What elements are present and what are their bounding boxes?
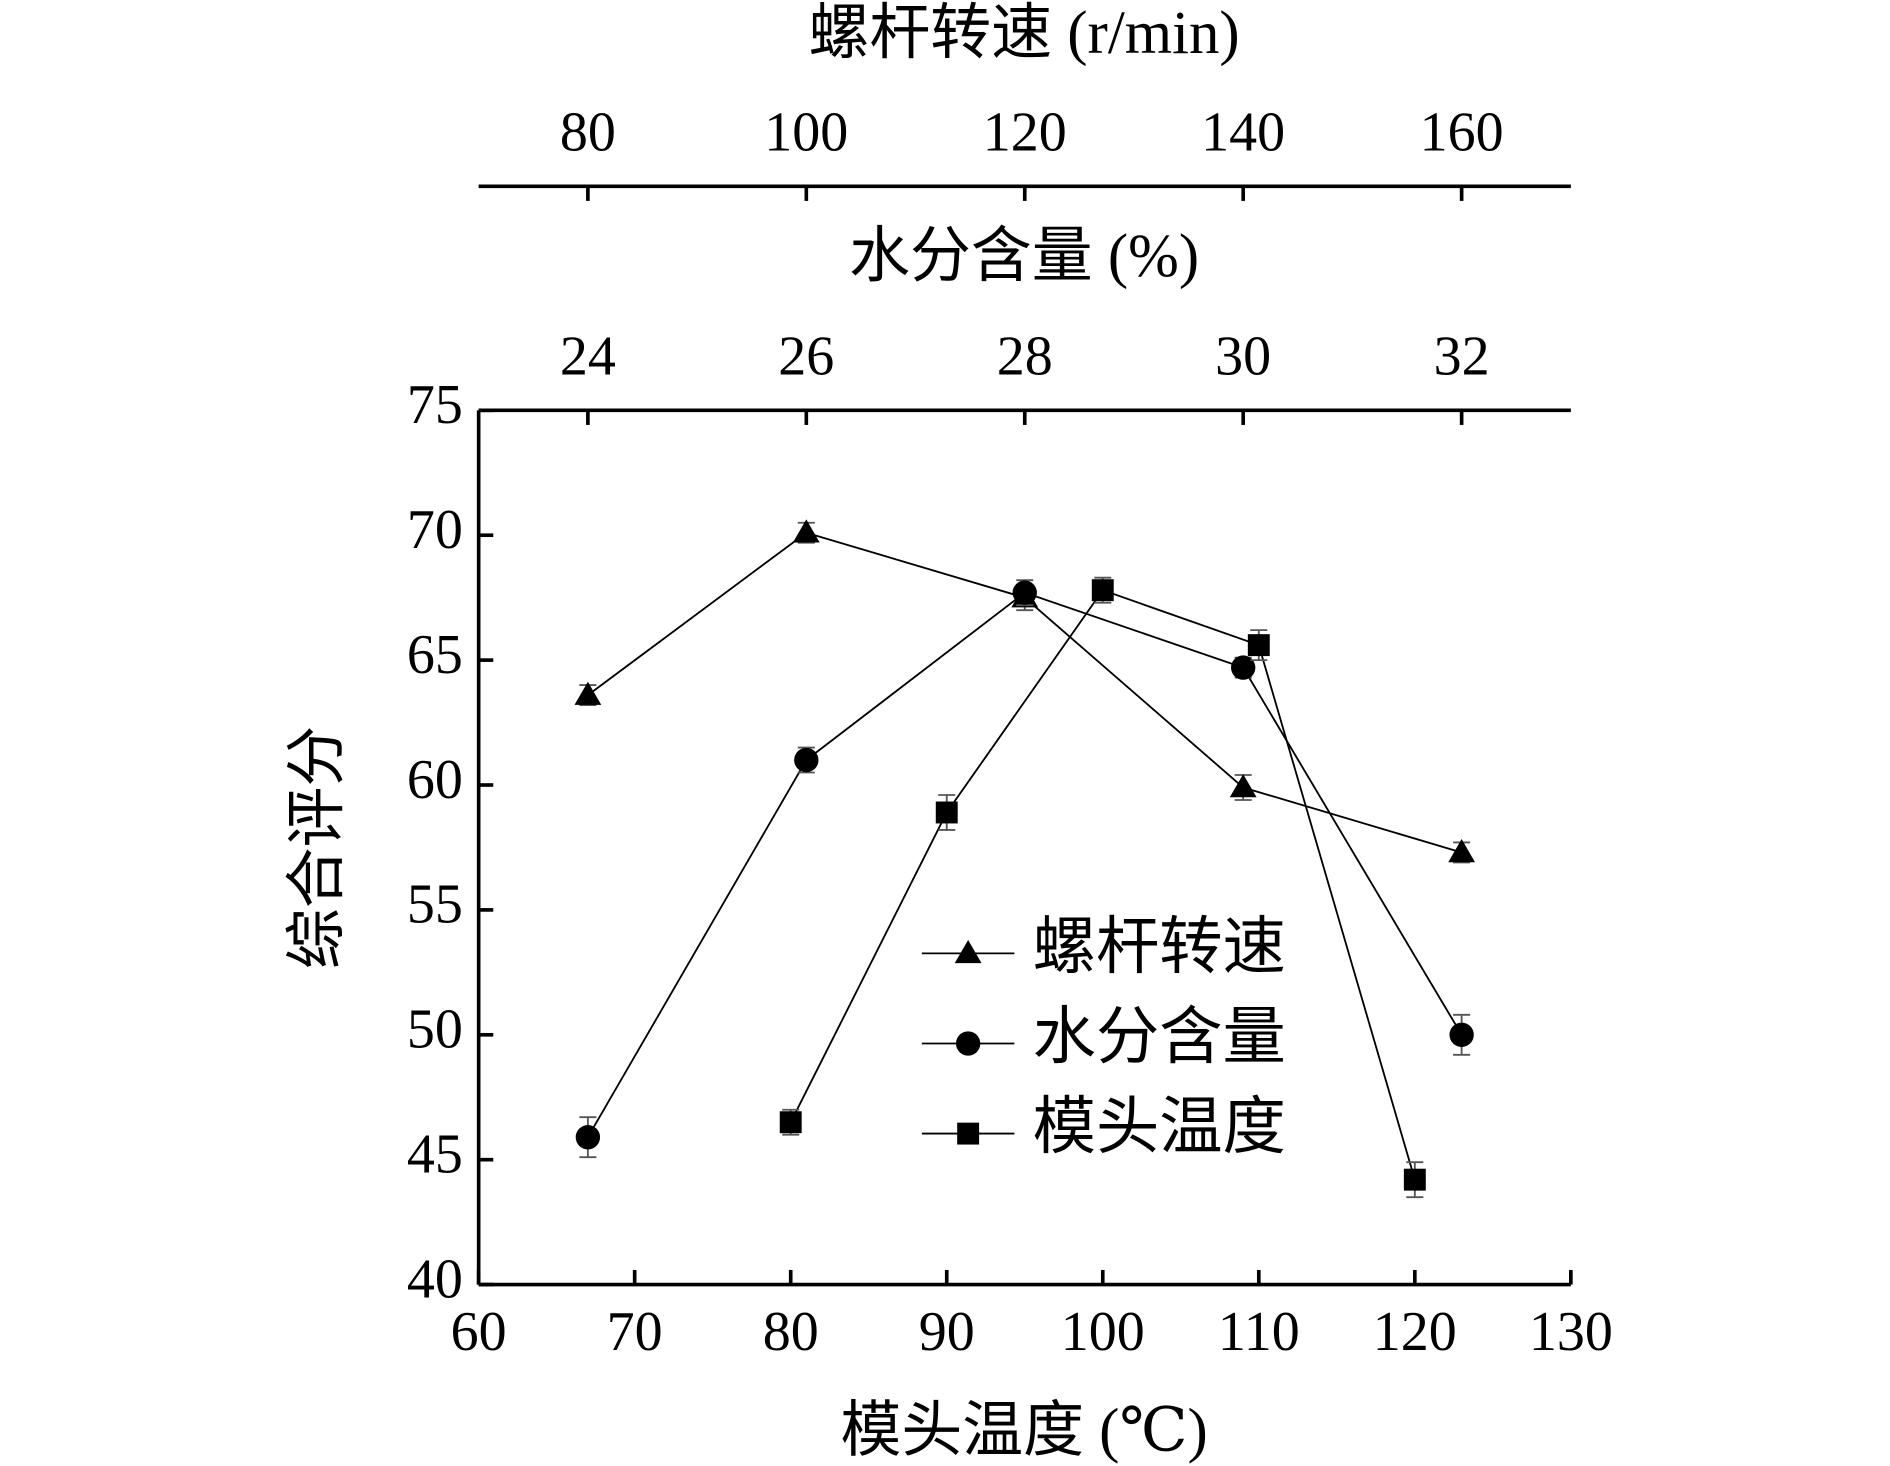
x-tick-label: 110 bbox=[1218, 1301, 1300, 1363]
x3-tick-label: 160 bbox=[1420, 101, 1504, 163]
series-line bbox=[587, 591, 1463, 1138]
y-tick-label: 65 bbox=[407, 624, 463, 686]
y-tick-label: 50 bbox=[407, 999, 463, 1061]
legend-label: 水分含量 bbox=[1033, 1002, 1286, 1072]
marker bbox=[1231, 655, 1256, 680]
y-tick-label: 60 bbox=[407, 749, 463, 811]
x3-tick-label: 140 bbox=[1201, 101, 1285, 163]
y-tick-label: 70 bbox=[407, 499, 463, 561]
marker bbox=[1229, 774, 1257, 798]
marker bbox=[792, 519, 820, 543]
marker bbox=[1012, 580, 1037, 605]
y-tick-label: 55 bbox=[407, 874, 463, 936]
legend-label: 模头温度 bbox=[1033, 1092, 1286, 1162]
y-axis-label: 综合评分 bbox=[284, 726, 351, 970]
x2-tick-label: 28 bbox=[997, 325, 1053, 387]
x-tick-label: 80 bbox=[763, 1301, 819, 1363]
x3-tick-label: 120 bbox=[983, 101, 1067, 163]
legend-marker bbox=[957, 1122, 980, 1145]
legend-label: 螺杆转速 bbox=[1033, 912, 1286, 982]
legend-marker bbox=[954, 939, 982, 964]
marker bbox=[1403, 1168, 1426, 1191]
x-tick-label: 120 bbox=[1373, 1301, 1457, 1363]
x2-tick-label: 30 bbox=[1215, 325, 1271, 387]
x-tick-label: 70 bbox=[607, 1301, 663, 1363]
marker bbox=[1449, 1022, 1474, 1047]
x-tick-label: 100 bbox=[1061, 1301, 1145, 1363]
x2-tick-label: 26 bbox=[778, 325, 834, 387]
legend-marker bbox=[955, 1031, 981, 1056]
marker bbox=[575, 1125, 601, 1150]
marker bbox=[574, 681, 602, 705]
y-tick-label: 75 bbox=[407, 374, 463, 436]
y-tick-label: 45 bbox=[407, 1124, 463, 1186]
y-tick-label: 40 bbox=[407, 1248, 463, 1310]
marker bbox=[935, 801, 958, 824]
marker bbox=[1247, 634, 1270, 657]
x3-axis-label: 螺杆转速 (r/min) bbox=[809, 0, 1240, 67]
x2-tick-label: 32 bbox=[1434, 325, 1490, 387]
x-axis-label: 模头温度 (℃) bbox=[840, 1398, 1207, 1465]
x-tick-label: 60 bbox=[451, 1301, 507, 1363]
marker bbox=[779, 1111, 802, 1134]
marker bbox=[794, 747, 819, 773]
x2-tick-label: 24 bbox=[560, 325, 616, 387]
x-tick-label: 90 bbox=[919, 1301, 975, 1363]
marker bbox=[1448, 839, 1476, 863]
x3-tick-label: 100 bbox=[764, 101, 848, 163]
x3-tick-label: 80 bbox=[560, 101, 616, 163]
marker bbox=[1091, 579, 1114, 602]
x2-axis-label: 水分含量 (%) bbox=[849, 223, 1199, 290]
x-tick-label: 130 bbox=[1529, 1301, 1613, 1363]
